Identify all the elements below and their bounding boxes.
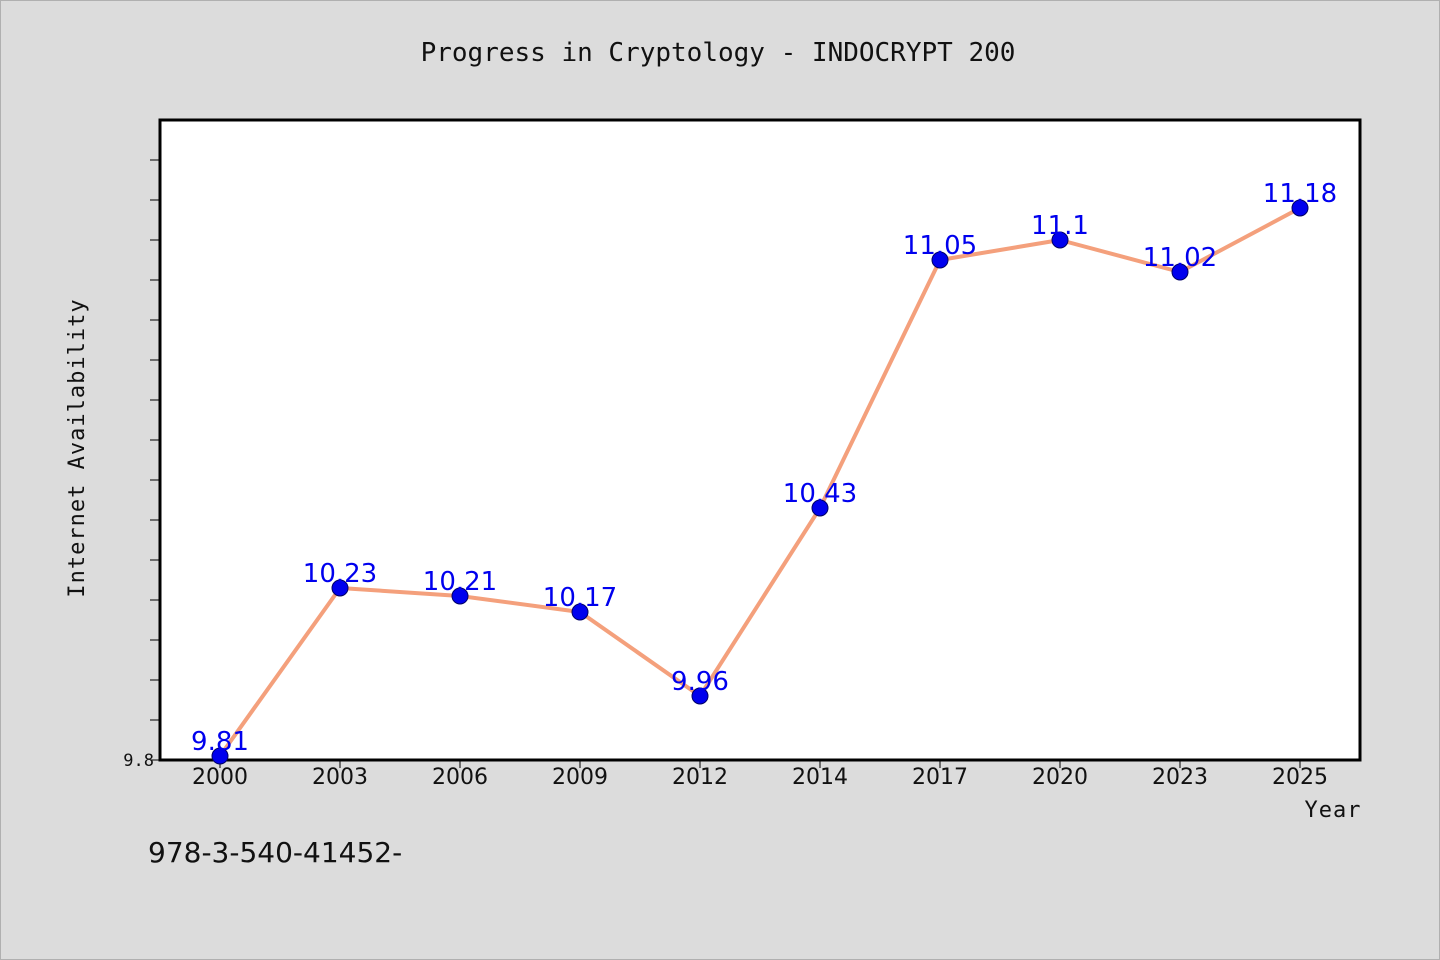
y-axis-ticks: 9.8 — [123, 159, 160, 771]
data-point — [691, 687, 709, 705]
plot-area — [158, 118, 1362, 762]
y-tick-label: 9.8 — [123, 751, 154, 771]
x-axis-label: Year — [1305, 798, 1362, 823]
data-point — [811, 499, 829, 517]
data-label: 11.05 — [903, 231, 977, 261]
data-label: 10.43 — [783, 479, 857, 509]
data-label: 10.21 — [423, 567, 497, 597]
chart-title: Progress in Cryptology - INDOCRYPT 200 — [421, 38, 1016, 68]
data-label: 9.96 — [671, 667, 729, 697]
x-tick-label: 2000 — [192, 765, 248, 790]
data-point — [1171, 263, 1189, 281]
x-axis-ticks: 2000 2003 2006 2009 2012 2014 2017 2020 2023 2025 — [192, 760, 1328, 790]
data-label: 10.17 — [543, 583, 617, 613]
x-tick-label: 2017 — [912, 765, 968, 790]
data-label: 11.02 — [1143, 243, 1217, 273]
x-tick-label: 2006 — [432, 765, 488, 790]
data-point — [931, 251, 949, 269]
x-tick-label: 2003 — [312, 765, 368, 790]
data-label: 10.23 — [303, 559, 377, 589]
data-label: 9.81 — [191, 727, 249, 757]
data-point — [571, 603, 589, 621]
x-tick-label: 2014 — [792, 765, 848, 790]
x-tick-label: 2023 — [1152, 765, 1208, 790]
x-tick-label: 2009 — [552, 765, 608, 790]
data-point — [211, 747, 229, 765]
data-label: 11.18 — [1263, 179, 1337, 209]
x-tick-label: 2025 — [1272, 765, 1328, 790]
x-tick-label: 2020 — [1032, 765, 1088, 790]
data-point — [331, 579, 349, 597]
data-point — [1291, 199, 1309, 217]
data-label: 11.1 — [1031, 211, 1089, 241]
footer-text: 978-3-540-41452- — [148, 836, 402, 869]
data-point — [451, 587, 469, 605]
data-point — [1051, 231, 1069, 249]
series-layer: 9.81 10.23 10.21 10.17 9.96 10.43 11.05 11.1 11.… — [191, 179, 1337, 765]
x-tick-label: 2012 — [672, 765, 728, 790]
y-axis-label: Internet Availability — [65, 298, 90, 597]
series-line — [218, 206, 1302, 758]
